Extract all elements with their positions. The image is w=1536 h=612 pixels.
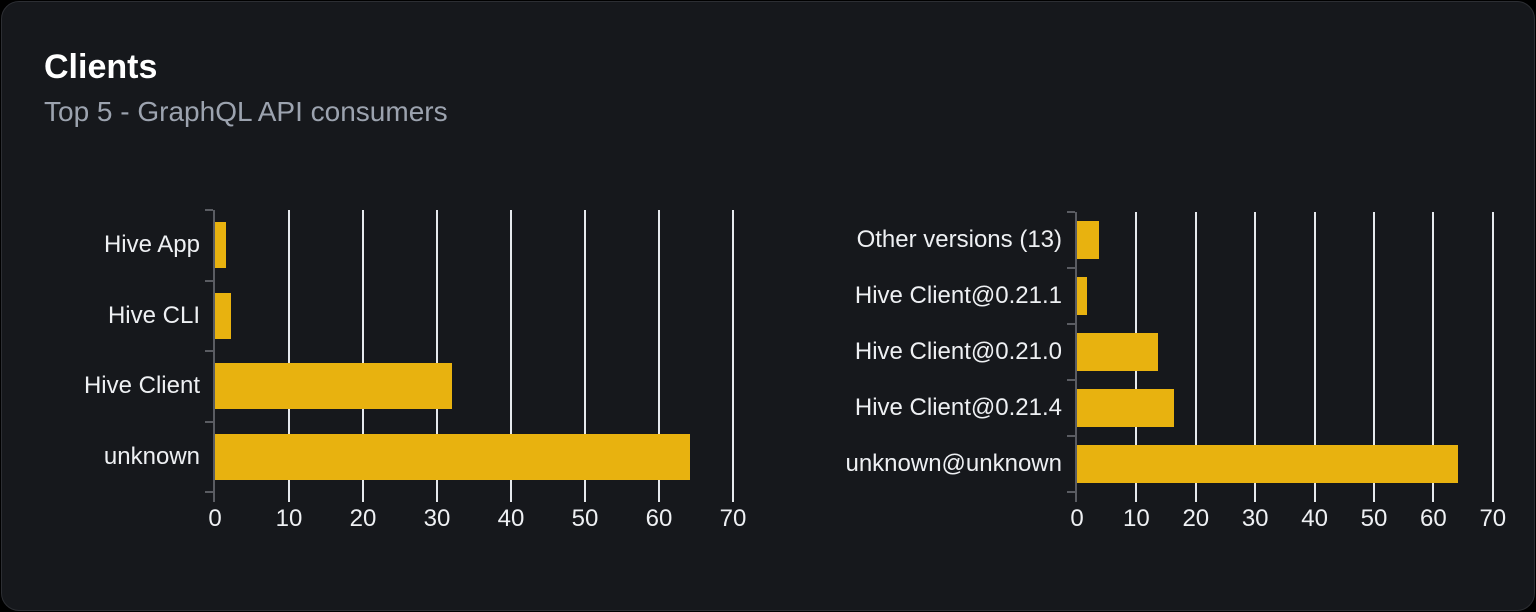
y-axis-tick — [1067, 435, 1075, 437]
x-axis-tick — [658, 492, 660, 502]
gridline — [1313, 212, 1316, 492]
category-label: Other versions (13) — [856, 226, 1062, 253]
category-label: unknown@unknown — [845, 450, 1062, 477]
x-axis-tick — [1194, 492, 1197, 502]
gridline — [1254, 212, 1257, 492]
y-axis-tick — [205, 279, 213, 282]
gridline — [658, 210, 660, 492]
y-axis-tick — [205, 491, 213, 493]
gridline — [362, 210, 364, 492]
x-axis-tick — [510, 492, 512, 502]
category-label: unknown — [103, 442, 200, 470]
bar[interactable] — [215, 363, 452, 410]
x-axis-tick — [436, 492, 438, 502]
y-axis-tick — [1067, 323, 1075, 325]
x-axis-tick-label: 30 — [423, 505, 451, 532]
x-axis-tick — [1313, 492, 1316, 502]
x-axis-tick — [584, 492, 586, 502]
bar[interactable] — [1077, 445, 1458, 483]
bar[interactable] — [1077, 333, 1158, 371]
x-axis-tick-label: 30 — [1241, 505, 1269, 532]
x-axis-tick-label: 60 — [1420, 505, 1447, 532]
x-axis-tick-label: 60 — [645, 505, 673, 532]
x-axis-tick — [1373, 492, 1375, 502]
bar[interactable] — [215, 433, 690, 480]
gridline — [1373, 212, 1375, 492]
x-axis-tick-label: 50 — [1360, 505, 1388, 532]
x-axis-tick-label: 10 — [275, 505, 303, 532]
category-label: Hive Client@0.21.4 — [854, 394, 1062, 421]
y-axis-tick — [1067, 491, 1075, 493]
x-axis-tick-label: 0 — [1070, 505, 1084, 532]
x-axis-tick-label: 20 — [349, 505, 377, 532]
gridline — [732, 210, 734, 492]
x-axis-tick — [1135, 492, 1138, 502]
bar[interactable] — [215, 222, 226, 269]
bar[interactable] — [215, 292, 231, 339]
category-label: Hive Client@0.21.1 — [854, 282, 1062, 309]
x-axis-tick-label: 20 — [1182, 505, 1210, 532]
gridline — [1491, 212, 1494, 492]
x-axis-tick — [1254, 492, 1257, 502]
x-axis-tick-label: 40 — [497, 505, 525, 532]
gridline — [1194, 212, 1197, 492]
x-axis-tick-label: 50 — [571, 505, 599, 532]
y-axis-line — [213, 210, 215, 502]
gridline — [510, 210, 512, 492]
gridline — [436, 210, 438, 492]
x-axis-tick-label: 40 — [1301, 505, 1328, 532]
y-axis-tick — [205, 350, 213, 352]
x-axis-tick-label: 0 — [208, 505, 222, 532]
bar[interactable] — [1077, 221, 1099, 259]
x-axis-tick-label: 70 — [719, 505, 747, 532]
x-axis-tick — [362, 492, 364, 502]
category-label: Hive Client — [83, 372, 200, 400]
y-axis-tick — [1067, 211, 1075, 213]
y-axis-tick — [205, 420, 213, 423]
x-axis-tick — [732, 492, 734, 502]
page-title: Clients — [44, 48, 158, 86]
y-axis-tick — [1067, 267, 1075, 269]
y-axis-line — [1075, 212, 1077, 502]
bar[interactable] — [1077, 277, 1087, 315]
gridline — [584, 210, 586, 492]
category-label: Hive App — [103, 231, 200, 259]
y-axis-tick — [205, 209, 213, 211]
x-axis-tick-label: 10 — [1123, 505, 1150, 532]
category-label: Hive CLI — [107, 301, 200, 329]
page-subtitle: Top 5 - GraphQL API consumers — [44, 96, 448, 127]
gridline — [288, 210, 290, 492]
x-axis-tick-label: 70 — [1479, 505, 1507, 532]
gridline — [1432, 212, 1435, 492]
x-axis-tick — [1491, 492, 1494, 502]
x-axis-tick — [288, 492, 290, 502]
category-label: Hive Client@0.21.0 — [854, 338, 1062, 365]
x-axis-tick — [1432, 492, 1435, 502]
y-axis-tick — [1067, 379, 1075, 381]
bar[interactable] — [1077, 389, 1174, 427]
